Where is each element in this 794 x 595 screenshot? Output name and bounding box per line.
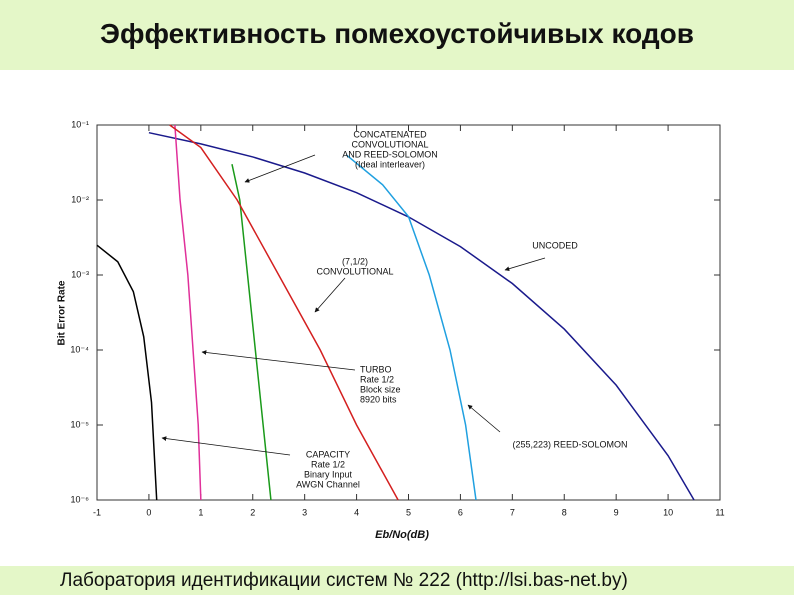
annotation: (255,223) REED-SOLOMON [512, 439, 627, 449]
y-tick-label: 10⁻⁶ [71, 494, 90, 504]
annotation: Rate 1/2 [311, 459, 345, 469]
series-line [174, 124, 202, 501]
chart: Eb/No(dB) Bit Error Rate -1 0 1 2 3 4 5 6 7 8 9 10 1… [57, 119, 725, 541]
x-tick-label: 3 [302, 507, 307, 517]
series-line [148, 131, 695, 501]
y-tick-label: 10⁻⁵ [71, 419, 90, 429]
annotation-arrow [314, 277, 346, 313]
annotation: CONVOLUTIONAL [316, 266, 393, 276]
x-tick-label: 9 [614, 507, 619, 517]
annotation: Rate 1/2 [360, 374, 394, 384]
x-tick-label: -1 [93, 507, 101, 517]
annotation: 8920 bits [360, 394, 397, 404]
x-axis-label: Eb/No(dB) [375, 529, 429, 541]
annotation-arrow [244, 154, 316, 183]
series-line [231, 164, 272, 501]
annotation: UNCODED [532, 240, 578, 250]
footer-bar [0, 566, 794, 595]
annotation: Binary Input [304, 469, 353, 479]
y-tick-label: 10⁻² [71, 194, 89, 204]
x-tick-label: 2 [250, 507, 255, 517]
annotation-arrow [467, 404, 501, 433]
x-tick-label: 11 [715, 507, 724, 517]
x-tick-label: 10 [663, 507, 673, 517]
x-tick-label: 7 [510, 507, 515, 517]
x-tick-label: 1 [198, 507, 203, 517]
x-tick-label: 4 [354, 507, 359, 517]
title-bar [0, 0, 794, 70]
footer-text: Лаборатория идентификации систем № 222 (… [60, 570, 628, 591]
y-tick-label: 10⁻⁴ [70, 344, 89, 354]
annotation: Block size [360, 384, 401, 394]
annotation: (7,1/2) [342, 256, 368, 266]
annotation-arrow [504, 257, 546, 272]
y-tick-label: 10⁻³ [71, 269, 89, 279]
annotation: CAPACITY [306, 449, 350, 459]
annotation-arrow [161, 436, 291, 456]
x-tick-label: 0 [146, 507, 151, 517]
x-tick-label: 6 [458, 507, 463, 517]
annotation-arrow [201, 350, 356, 371]
x-tick-label: 8 [562, 507, 567, 517]
annotation: (Ideal interleaver) [355, 159, 425, 169]
annotation: CONCATENATED [353, 129, 427, 139]
annotation: AWGN Channel [296, 479, 360, 489]
series-line [96, 244, 158, 501]
annotation: TURBO [360, 364, 392, 374]
series-line [345, 154, 477, 501]
y-tick-label: 10⁻¹ [71, 119, 89, 129]
series-line [169, 124, 399, 501]
slide-title: Эффективность помехоустойчивых кодов [100, 18, 694, 49]
y-axis-label: Bit Error Rate [57, 280, 68, 345]
annotation: AND REED-SOLOMON [342, 149, 438, 159]
x-tick-label: 5 [406, 507, 411, 517]
annotation: CONVOLUTIONAL [351, 139, 428, 149]
